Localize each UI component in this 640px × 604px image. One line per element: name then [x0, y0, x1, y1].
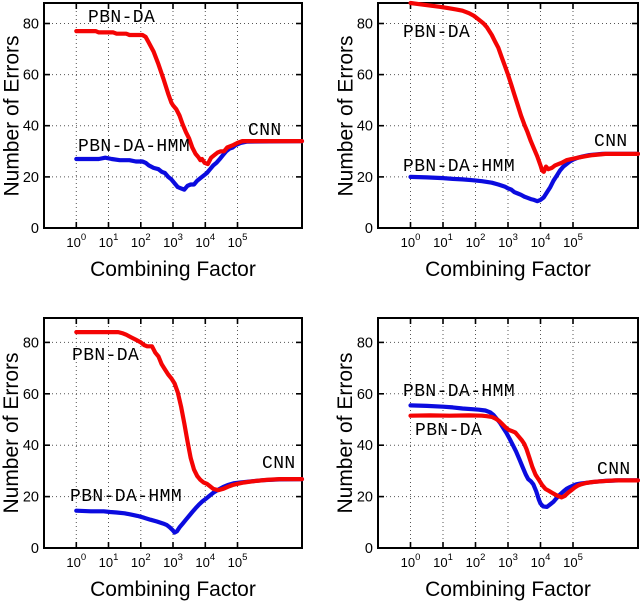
y-tick-label: 0 — [31, 541, 39, 557]
plot-canvas-top-left: 100 101 102 103 104 105 0 20 40 60 80 — [23, 2, 305, 250]
x-tick-label: 103 — [163, 232, 183, 250]
y-tick-label: 0 — [365, 221, 373, 237]
x-tick-label: 102 — [131, 232, 151, 250]
x-tick-label: 103 — [498, 552, 518, 570]
y-axis-label: Number of Errors — [334, 352, 357, 514]
x-tick-label: 101 — [99, 552, 119, 570]
subplot-top-right: 100 101 102 103 104 105 0 20 40 60 80 Number of Er… — [320, 0, 640, 302]
curve-pbn-da-hmm — [408, 403, 640, 509]
x-tick-label: 105 — [228, 552, 248, 570]
y-tick-label: 60 — [23, 68, 39, 84]
curve-pbn-da — [74, 330, 305, 493]
y-tick-label: 20 — [357, 490, 373, 506]
y-tick-label: 40 — [357, 119, 373, 135]
y-tick-label: 80 — [23, 17, 39, 33]
y-tick-label: 20 — [357, 170, 373, 186]
x-tick-label: 105 — [563, 552, 583, 570]
curve-pbn-da — [74, 29, 305, 167]
x-tick-label: 104 — [531, 232, 551, 250]
curve-label-cnn: CNN — [594, 132, 628, 152]
curve-pbn-da — [408, 0, 640, 174]
x-tick-label: 104 — [195, 232, 215, 250]
curve-label-pbn-da-hmm: PBN-DA-HMM — [70, 487, 183, 507]
x-tick-label: 102 — [466, 232, 486, 250]
plot-canvas-bottom-left: 100 101 102 103 104 105 0 20 40 60 80 — [23, 317, 305, 570]
y-tick-label: 0 — [31, 221, 39, 237]
x-axis-label: Combining Factor — [90, 578, 256, 601]
y-tick-label: 80 — [357, 335, 373, 351]
y-tick-label: 60 — [357, 68, 373, 84]
x-axis-label: Combining Factor — [90, 258, 256, 281]
x-tick-label: 100 — [66, 232, 86, 250]
x-tick-label: 100 — [66, 552, 86, 570]
x-tick-label: 103 — [163, 552, 183, 570]
x-axis-label: Combining Factor — [425, 258, 591, 281]
plot-canvas-bottom-right: 100 101 102 103 104 105 0 20 40 60 80 — [357, 317, 640, 570]
y-tick-label: 40 — [23, 438, 39, 454]
curve-label-cnn: CNN — [248, 121, 282, 141]
y-tick-label: 40 — [23, 119, 39, 135]
x-tick-label: 101 — [433, 552, 453, 570]
subplot-top-left: 100 101 102 103 104 105 0 20 40 60 80 Number of Er… — [0, 0, 320, 302]
subplot-bottom-left: 100 101 102 103 104 105 0 20 40 60 80 Number of Er… — [0, 302, 320, 604]
x-tick-label: 101 — [99, 232, 119, 250]
x-tick-label: 101 — [433, 232, 453, 250]
x-tick-label: 105 — [563, 232, 583, 250]
x-tick-label: 104 — [531, 552, 551, 570]
curve-label-cnn: CNN — [597, 460, 631, 480]
x-tick-label: 102 — [466, 552, 486, 570]
y-axis-label: Number of Errors — [334, 34, 357, 197]
curve-label-pbn-da-hmm: PBN-DA-HMM — [78, 137, 191, 157]
y-axis-label: Number of Errors — [0, 34, 23, 197]
y-tick-label: 40 — [357, 438, 373, 454]
x-tick-label: 103 — [498, 232, 518, 250]
curve-label-pbn-da: PBN-DA — [72, 346, 140, 366]
y-tick-label: 80 — [23, 335, 39, 351]
y-tick-label: 80 — [357, 17, 373, 33]
curve-label-cnn: CNN — [262, 454, 296, 474]
curve-label-pbn-da: PBN-DA — [88, 8, 156, 28]
y-axis-label: Number of Errors — [0, 352, 23, 514]
x-tick-label: 100 — [401, 552, 421, 570]
x-tick-label: 100 — [401, 232, 421, 250]
curve-pbn-da — [408, 413, 640, 500]
curve-label-pbn-da: PBN-DA — [415, 421, 483, 441]
curve-label-pbn-da-hmm: PBN-DA-HMM — [403, 382, 516, 402]
y-tick-label: 20 — [23, 170, 39, 186]
curve-label-pbn-da-hmm: PBN-DA-HMM — [403, 157, 516, 177]
curve-label-pbn-da: PBN-DA — [403, 23, 471, 43]
plot-canvas-top-right: 100 101 102 103 104 105 0 20 40 60 80 — [357, 0, 640, 250]
x-tick-label: 104 — [195, 552, 215, 570]
x-tick-label: 105 — [228, 232, 248, 250]
x-axis-label: Combining Factor — [425, 578, 591, 601]
y-tick-label: 20 — [23, 490, 39, 506]
subplot-bottom-right: 100 101 102 103 104 105 0 20 40 60 80 Number of Er… — [320, 302, 640, 604]
y-tick-label: 0 — [365, 541, 373, 557]
y-tick-label: 60 — [357, 387, 373, 403]
x-tick-label: 102 — [131, 552, 151, 570]
y-tick-label: 60 — [23, 387, 39, 403]
